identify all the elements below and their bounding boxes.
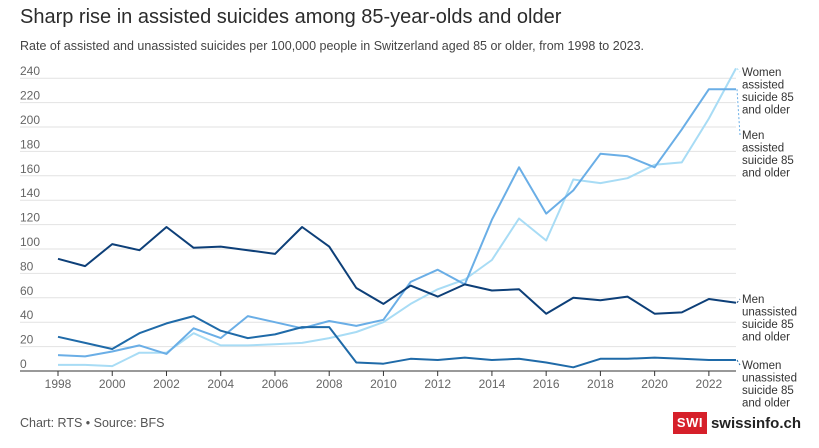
series-end-label: suicide 85	[742, 319, 794, 331]
series-line	[57, 315, 736, 369]
series-end-label: Women	[742, 360, 781, 372]
y-tick-label: 40	[20, 308, 34, 322]
series-end-label: and older	[742, 332, 790, 344]
x-tick-label: 2008	[316, 377, 343, 391]
series-end-label: suicide 85	[742, 385, 794, 397]
series-line	[57, 88, 736, 358]
series-end-label: and older	[742, 105, 790, 117]
y-tick-label: 240	[20, 64, 40, 78]
x-tick-label: 2020	[641, 377, 668, 391]
series-end-label: and older	[742, 168, 790, 180]
y-tick-label: 100	[20, 235, 40, 249]
y-tick-label: 160	[20, 162, 40, 176]
y-tick-label: 200	[20, 113, 40, 127]
y-tick-label: 80	[20, 259, 34, 273]
swi-logo-text: swissinfo.ch	[710, 414, 801, 432]
y-tick-label: 220	[20, 89, 40, 103]
series-line	[58, 67, 737, 368]
series-end-label: suicide 85	[742, 92, 794, 104]
series-end-label: Men	[742, 130, 764, 142]
chart-subtitle: Rate of assisted and unassisted suicides…	[20, 39, 645, 53]
swi-logo-mark: SWI	[672, 412, 707, 434]
y-tick-label: 0	[20, 357, 27, 371]
y-tick-label: 140	[20, 186, 40, 200]
x-tick-label: 2022	[696, 377, 723, 391]
series-end-label: Women	[742, 67, 781, 79]
x-tick-label: 2016	[533, 377, 560, 391]
x-tick-label: 1998	[45, 377, 72, 391]
series-label-connector	[736, 359, 741, 366]
series-label-connector	[736, 68, 741, 73]
x-tick-label: 2010	[370, 377, 397, 391]
x-tick-label: 2000	[99, 377, 126, 391]
series-end-label: assisted	[742, 143, 784, 155]
series-end-label: and older	[742, 398, 790, 410]
series-label-connector	[736, 298, 741, 303]
series-end-label: suicide 85	[742, 155, 794, 167]
x-tick-label: 2006	[262, 377, 289, 391]
series-line	[57, 226, 737, 315]
swissinfo-logo[interactable]: SWI swissinfo.ch	[672, 412, 801, 434]
series-end-label: assisted	[742, 80, 784, 92]
series-end-label: unassisted	[742, 373, 797, 385]
x-tick-label: 2018	[587, 377, 614, 391]
y-tick-label: 20	[20, 333, 34, 347]
chart-source: Chart: RTS • Source: BFS	[20, 416, 165, 430]
y-tick-label: 180	[20, 137, 40, 151]
series-end-label: Men	[742, 294, 764, 306]
x-tick-label: 2004	[207, 377, 234, 391]
x-tick-label: 2002	[153, 377, 180, 391]
x-tick-label: 2012	[424, 377, 451, 391]
x-tick-label: 2014	[479, 377, 506, 391]
series-label-connector	[736, 89, 741, 136]
y-tick-label: 60	[20, 284, 34, 298]
series-end-label: unassisted	[742, 307, 797, 319]
y-tick-label: 120	[20, 211, 40, 225]
chart-title: Sharp rise in assisted suicides among 85…	[20, 6, 562, 28]
